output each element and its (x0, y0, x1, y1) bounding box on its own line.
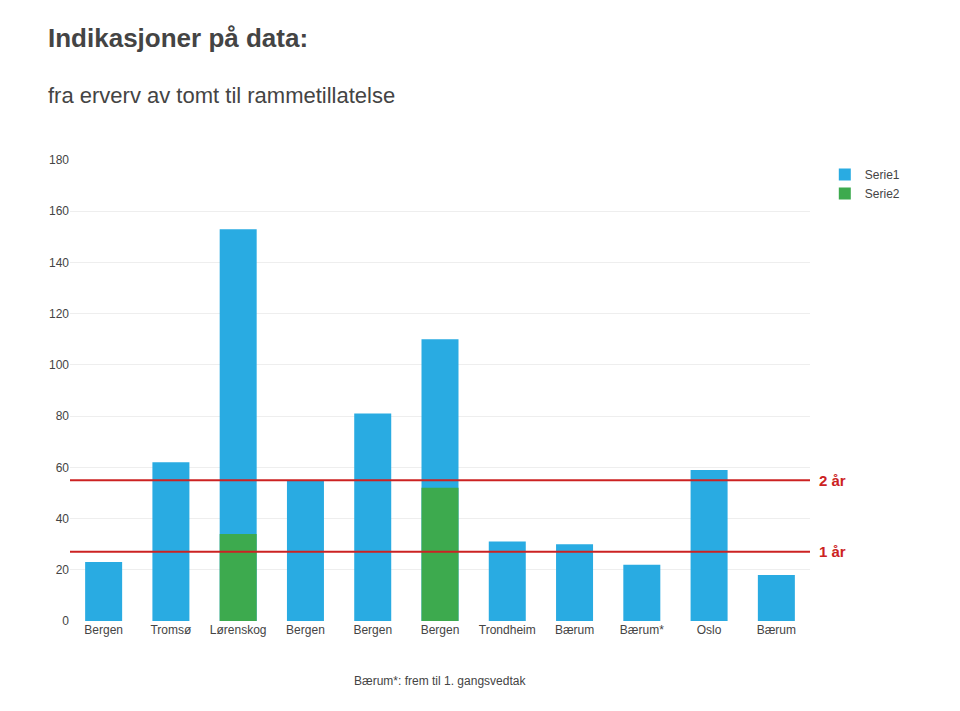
svg-text:Bærum*: frem til 1. gangsvedta: Bærum*: frem til 1. gangsvedtak (354, 674, 526, 688)
svg-text:Bergen: Bergen (84, 623, 123, 637)
svg-text:0: 0 (62, 614, 69, 628)
svg-text:Oslo: Oslo (697, 623, 722, 637)
svg-text:Bærum: Bærum (757, 623, 796, 637)
svg-text:Bergen: Bergen (353, 623, 392, 637)
svg-text:fra erverv av tomt til rammeti: fra erverv av tomt til rammetillatelse (48, 83, 395, 108)
svg-text:180: 180 (49, 153, 69, 167)
svg-text:Bærum: Bærum (555, 623, 594, 637)
svg-text:2 år: 2 år (819, 472, 846, 489)
svg-text:Bergen: Bergen (421, 623, 460, 637)
svg-text:Tromsø: Tromsø (150, 623, 192, 637)
svg-text:40: 40 (56, 512, 70, 526)
svg-text:100: 100 (49, 358, 69, 372)
svg-text:Lørenskog: Lørenskog (210, 623, 267, 637)
svg-text:Serie2: Serie2 (865, 187, 900, 201)
svg-text:60: 60 (56, 461, 70, 475)
svg-text:20: 20 (56, 563, 70, 577)
svg-text:Trondheim: Trondheim (479, 623, 536, 637)
svg-text:80: 80 (56, 409, 70, 423)
svg-text:Serie1: Serie1 (865, 168, 900, 182)
svg-text:Bergen: Bergen (286, 623, 325, 637)
svg-text:160: 160 (49, 204, 69, 218)
svg-text:Bærum*: Bærum* (620, 623, 664, 637)
svg-text:140: 140 (49, 256, 69, 270)
svg-text:120: 120 (49, 307, 69, 321)
svg-text:Indikasjoner på data:: Indikasjoner på data: (48, 23, 308, 53)
svg-text:1 år: 1 år (819, 543, 846, 560)
